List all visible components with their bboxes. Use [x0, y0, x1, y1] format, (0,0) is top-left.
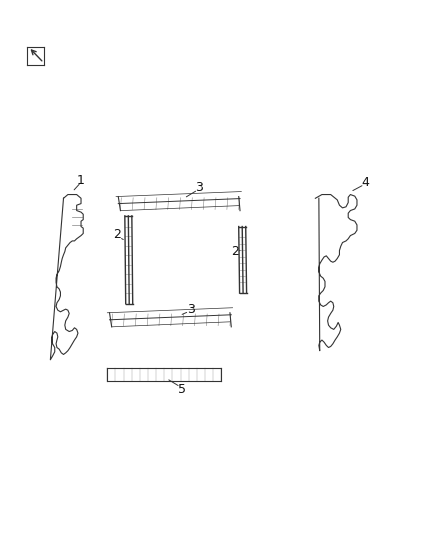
Text: 5: 5: [178, 383, 186, 395]
Text: 4: 4: [362, 176, 370, 189]
Text: 2: 2: [113, 228, 121, 241]
Text: 3: 3: [195, 181, 203, 194]
Text: 2: 2: [231, 245, 239, 258]
Text: 1: 1: [77, 174, 85, 187]
Text: 3: 3: [187, 303, 194, 316]
